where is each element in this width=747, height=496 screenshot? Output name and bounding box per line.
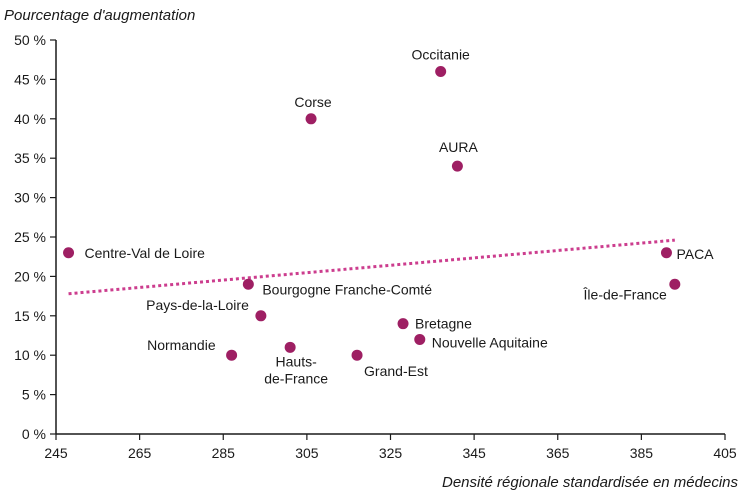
point-label: Centre-Val de Loire bbox=[85, 245, 206, 261]
point-label: Grand-Est bbox=[364, 363, 428, 379]
y-tick-label: 5 % bbox=[22, 387, 46, 403]
y-tick-label: 35 % bbox=[14, 150, 46, 166]
y-tick-label: 0 % bbox=[22, 426, 46, 442]
y-tick-label: 25 % bbox=[14, 229, 46, 245]
x-tick-label: 245 bbox=[44, 445, 68, 461]
y-axis-title: Pourcentage d'augmentation bbox=[4, 7, 195, 24]
y-tick-label: 40 % bbox=[14, 111, 46, 127]
x-tick-label: 385 bbox=[630, 445, 654, 461]
data-point bbox=[255, 310, 267, 322]
y-tick-label: 45 % bbox=[14, 71, 46, 87]
point-label: Hauts-de-France bbox=[264, 353, 328, 386]
data-point bbox=[435, 66, 447, 78]
point-label: Nouvelle Aquitaine bbox=[432, 334, 548, 350]
y-tick-label: 10 % bbox=[14, 347, 46, 363]
point-label: Pays-de-la-Loire bbox=[146, 297, 249, 313]
data-point bbox=[242, 278, 254, 290]
data-point bbox=[414, 333, 426, 345]
axes: 0 % 5 % 10 % 15 % 20 % 25 % 30 % 35 % 40 % 45 % 50… bbox=[14, 32, 737, 461]
data-point bbox=[660, 247, 672, 259]
points-group bbox=[63, 66, 681, 361]
data-point bbox=[305, 113, 317, 125]
point-label: Occitanie bbox=[411, 47, 470, 63]
data-point bbox=[351, 349, 363, 361]
point-label: Normandie bbox=[147, 337, 216, 353]
data-point bbox=[397, 318, 409, 330]
x-tick-label: 305 bbox=[295, 445, 319, 461]
data-point bbox=[284, 341, 296, 353]
point-label: Corse bbox=[294, 94, 332, 110]
x-tick-label: 345 bbox=[462, 445, 486, 461]
y-tick-label: 15 % bbox=[14, 308, 46, 324]
y-tick-label: 30 % bbox=[14, 190, 46, 206]
data-point bbox=[63, 247, 75, 259]
point-labels-group: Centre-Val de Loire Bourgogne Franche-Com… bbox=[85, 47, 715, 387]
x-tick-label: 405 bbox=[713, 445, 737, 461]
point-label: Île-de-France bbox=[583, 286, 667, 302]
x-tick-label: 365 bbox=[546, 445, 570, 461]
point-label: Bourgogne Franche-Comté bbox=[262, 281, 432, 297]
data-point bbox=[226, 349, 238, 361]
x-tick-label: 325 bbox=[379, 445, 403, 461]
point-label: AURA bbox=[439, 139, 479, 155]
x-tick-label: 265 bbox=[128, 445, 152, 461]
y-tick-label: 50 % bbox=[14, 32, 46, 48]
y-tick-label: 20 % bbox=[14, 268, 46, 284]
data-point bbox=[669, 278, 681, 290]
x-tick-label: 285 bbox=[212, 445, 236, 461]
point-label: Bretagne bbox=[415, 316, 472, 332]
data-point bbox=[451, 160, 463, 172]
x-axis-title: Densité régionale standardisée en médeci… bbox=[442, 474, 739, 491]
point-label: PACA bbox=[676, 246, 714, 262]
